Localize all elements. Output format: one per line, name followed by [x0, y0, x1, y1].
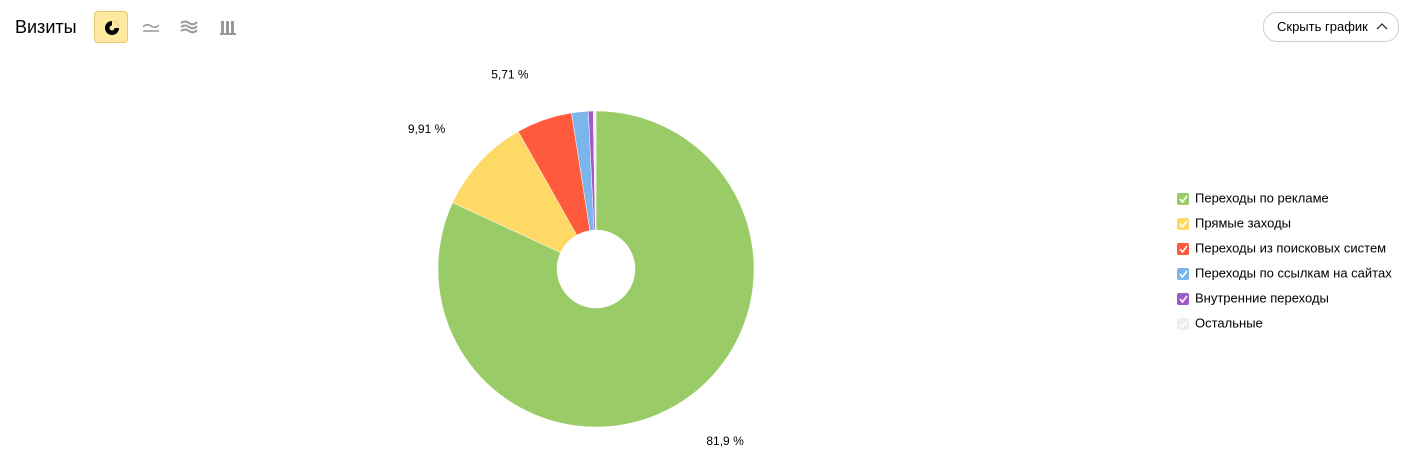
legend-checkbox — [1177, 293, 1189, 305]
legend-checkbox — [1177, 193, 1189, 205]
legend-checkbox — [1177, 318, 1189, 330]
report-title: Визиты — [15, 17, 77, 37]
legend-checkbox — [1177, 218, 1189, 230]
legend-check — [1179, 245, 1188, 254]
line-view-button[interactable] — [134, 11, 168, 43]
bar-view-button[interactable] — [211, 11, 245, 43]
legend-label: Переходы из поисковых систем — [1195, 240, 1386, 255]
legend-check — [1179, 195, 1188, 204]
legend-checkbox — [1177, 243, 1189, 255]
legend-label: Прямые заходы — [1195, 215, 1291, 230]
legend-check — [1179, 270, 1188, 279]
legend-check — [1179, 320, 1188, 329]
legend-check — [1179, 295, 1188, 304]
pie-slice — [592, 110, 597, 231]
pie-slice — [452, 131, 578, 253]
legend-label: Переходы по ссылкам на сайтах — [1195, 265, 1392, 280]
pie-view-button[interactable] — [94, 11, 128, 43]
hide-chart-button[interactable]: Скрыть график — [1263, 12, 1399, 42]
data-label: 81,9 % — [706, 434, 744, 448]
data-label: 5,71 % — [491, 68, 529, 82]
legend-label: Остальные — [1195, 315, 1263, 330]
data-label: 9,91 % — [408, 122, 446, 136]
legend-label: Переходы по рекламе — [1195, 190, 1329, 205]
legend-checkbox — [1177, 268, 1189, 280]
pie-slice — [437, 110, 755, 428]
legend-check — [1179, 220, 1188, 229]
legend: Переходы по рекламе Прямые заходы Переходы… — [1177, 190, 1392, 330]
legend-label: Внутренние переходы — [1195, 290, 1329, 305]
area-view-button[interactable] — [172, 11, 206, 43]
button-label: Скрыть график — [1277, 19, 1368, 34]
